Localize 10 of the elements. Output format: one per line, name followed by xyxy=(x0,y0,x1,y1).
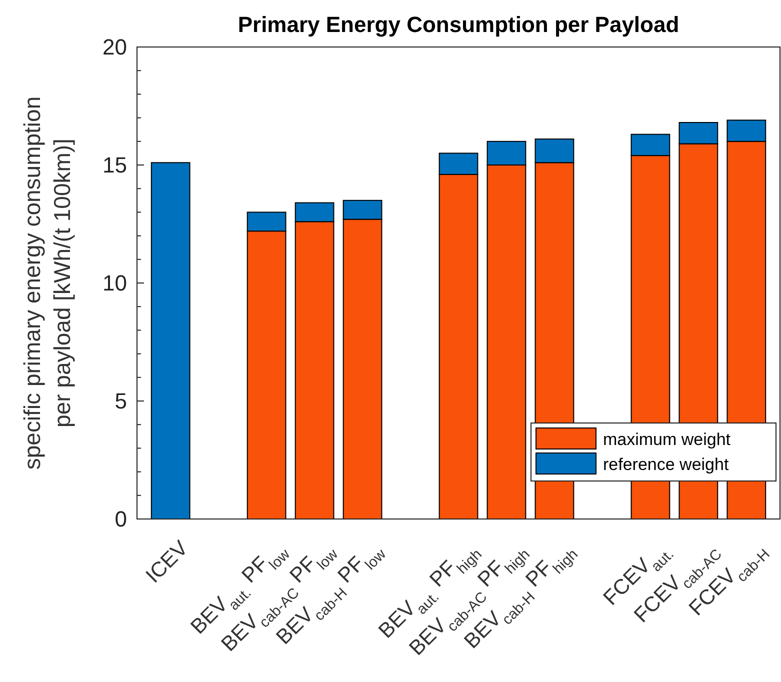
chart-title: Primary Energy Consumption per Payload xyxy=(238,12,680,37)
y-axis-title: specific primary energy consumption per payload [kWh/(t 100km)] xyxy=(19,96,75,470)
y-tick-label: 0 xyxy=(114,506,127,532)
legend-label: maximum weight xyxy=(603,430,731,449)
y-tick-label: 20 xyxy=(102,34,127,60)
legend-label: reference weight xyxy=(603,454,729,474)
bar xyxy=(150,162,190,520)
y-tick-label: 10 xyxy=(102,270,127,296)
y-tick-label: 15 xyxy=(102,152,127,178)
y-tick-label: 5 xyxy=(114,388,127,414)
